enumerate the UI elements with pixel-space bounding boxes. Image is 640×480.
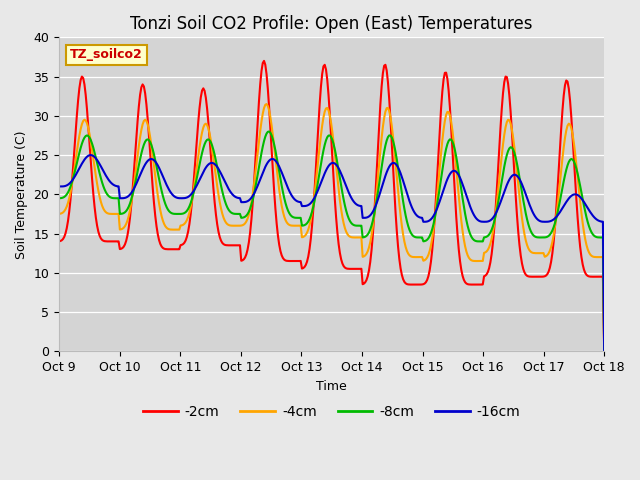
-16cm	[99, 166, 106, 171]
-8cm	[435, 193, 442, 199]
X-axis label: Time: Time	[316, 380, 347, 393]
-8cm	[488, 227, 495, 233]
-4cm	[476, 258, 484, 264]
-16cm	[476, 218, 484, 224]
-2cm	[488, 251, 495, 257]
-8cm	[265, 129, 273, 134]
Line: -16cm: -16cm	[59, 155, 604, 351]
-4cm	[97, 199, 105, 204]
-4cm	[556, 180, 564, 186]
-4cm	[55, 211, 63, 217]
-2cm	[97, 236, 105, 241]
-4cm	[435, 178, 442, 184]
-4cm	[262, 101, 270, 107]
-16cm	[435, 202, 442, 207]
-16cm	[556, 209, 564, 215]
-16cm	[372, 201, 380, 206]
-2cm	[600, 348, 608, 354]
Legend: -2cm, -4cm, -8cm, -16cm: -2cm, -4cm, -8cm, -16cm	[138, 399, 526, 424]
-16cm	[488, 216, 495, 222]
-8cm	[556, 198, 564, 204]
-8cm	[476, 239, 484, 244]
Line: -8cm: -8cm	[59, 132, 604, 351]
-4cm	[488, 236, 495, 241]
Line: -2cm: -2cm	[59, 61, 604, 351]
-8cm	[600, 348, 608, 354]
-2cm	[435, 149, 442, 155]
-2cm	[55, 239, 63, 244]
-16cm	[55, 183, 63, 189]
-4cm	[372, 189, 380, 195]
Line: -4cm: -4cm	[59, 104, 604, 351]
-8cm	[372, 198, 380, 204]
-2cm	[260, 58, 268, 64]
-4cm	[600, 348, 608, 354]
-8cm	[55, 195, 63, 201]
-16cm	[87, 152, 95, 158]
-16cm	[600, 348, 608, 354]
Title: Tonzi Soil CO2 Profile: Open (East) Temperatures: Tonzi Soil CO2 Profile: Open (East) Temp…	[131, 15, 533, 33]
Y-axis label: Soil Temperature (C): Soil Temperature (C)	[15, 130, 28, 259]
-2cm	[556, 146, 564, 152]
-8cm	[97, 175, 105, 181]
-2cm	[476, 282, 484, 288]
Text: TZ_soilco2: TZ_soilco2	[70, 48, 143, 61]
-2cm	[372, 171, 380, 177]
